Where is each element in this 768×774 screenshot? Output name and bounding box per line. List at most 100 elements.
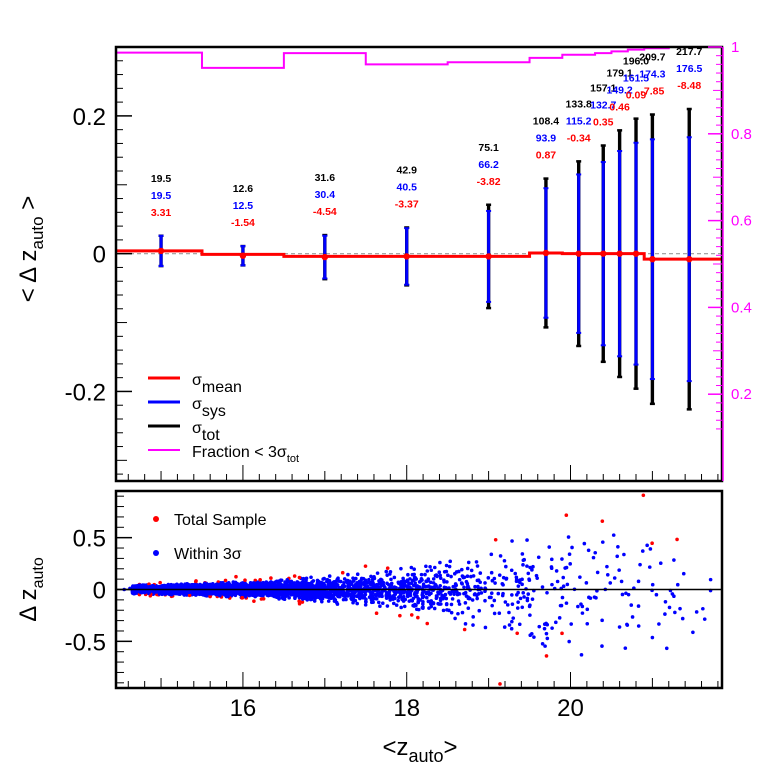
scatter-point-3505 (564, 565, 569, 570)
scatter-point-3437 (429, 568, 434, 573)
scatter-point-2696 (243, 594, 248, 599)
mean-point-9 (632, 250, 640, 257)
scatter-point-4409 (394, 603, 399, 607)
scatter-point-2929 (460, 610, 465, 615)
scatter-point-3846 (462, 627, 467, 632)
scatter-point-1021 (471, 623, 475, 627)
scatter-point-3635 (470, 598, 475, 602)
scatter-point-4603 (444, 563, 449, 568)
scatter-point-3981 (380, 601, 385, 605)
scatter-point-3747 (673, 610, 677, 615)
scatter-point-4218 (388, 585, 393, 590)
scatter-point-3187 (510, 602, 515, 606)
scatter-point-3471 (593, 550, 598, 555)
scatter-point-4006 (566, 535, 571, 539)
scatter-point-2782 (442, 578, 446, 582)
scatter-point-3995 (616, 544, 620, 549)
scatter-point-4039 (424, 590, 429, 595)
scatter-point-1387 (340, 570, 345, 575)
scatter-point-3922 (510, 539, 514, 543)
scatter-point-505 (550, 626, 554, 630)
label-mean-10: -7.85 (640, 86, 664, 98)
scatter-point-3013 (432, 606, 437, 611)
scatter-point-1163 (374, 597, 379, 601)
scatter-point-3196 (437, 570, 442, 575)
scatter-point-3549 (600, 644, 604, 648)
scatter-point-478 (425, 569, 430, 573)
scatter-point-3245 (467, 596, 472, 601)
mean-point-8 (616, 250, 623, 257)
scatter-point-4623 (187, 593, 192, 598)
label-mean-9: 0.09 (626, 90, 647, 102)
scatter-point-3946 (434, 596, 439, 601)
scatter-point-269 (389, 577, 393, 582)
scatter-point-4584 (564, 601, 569, 605)
scatter-point-4417 (465, 566, 470, 571)
label-mean-4: -3.82 (477, 176, 501, 188)
scatter-point-3450 (393, 592, 398, 597)
scatter-point-1790 (619, 579, 624, 584)
scatter-point-197 (385, 566, 390, 570)
scatter-point-4669 (535, 576, 539, 580)
scatter-point-1885 (561, 584, 566, 588)
scatter-point-3595 (371, 576, 375, 581)
scatter-point-2973 (582, 541, 587, 546)
scatter-point-723 (521, 563, 525, 567)
scatter-point-2621 (545, 636, 550, 641)
label-sys-7: 132.7 (590, 100, 616, 112)
scatter-point-3779 (360, 581, 364, 586)
scatter-point-3773 (463, 590, 468, 595)
scatter-point-2442 (234, 574, 238, 579)
scatter-point-734 (626, 592, 631, 597)
scatter-point-4457 (406, 580, 410, 584)
scatter-point-4658 (360, 589, 365, 594)
scatter-point-4252 (483, 589, 487, 594)
scatter-point-1746 (672, 558, 676, 562)
scatter-point-2270 (424, 564, 428, 569)
scatter-point-3489 (630, 615, 635, 619)
top-x-axis-ticks (127, 465, 719, 481)
scatter-point-4715 (420, 591, 425, 595)
scatter-point-2906 (402, 604, 407, 609)
scatter-point-3620 (393, 596, 397, 601)
scatter-point-3702 (300, 579, 305, 584)
scatter-point-3966 (588, 596, 593, 600)
legend-sub-0: mean (202, 379, 242, 396)
scatter-point-2208 (421, 582, 426, 586)
scatter-point-1842 (647, 565, 652, 569)
scatter-point-983 (158, 580, 162, 585)
scatter-point-2988 (224, 594, 229, 599)
scatter-point-2830 (501, 575, 506, 580)
scatter-point-3891 (504, 564, 508, 569)
scatter-point-2112 (617, 625, 622, 629)
scatter-point-3185 (592, 595, 597, 599)
fraction-tick-label-1: 0.8 (731, 126, 752, 143)
scatter-point-1288 (438, 560, 442, 565)
scatter-point-2710 (297, 575, 302, 580)
scatter-point-4298 (453, 584, 458, 588)
scatter-point-462 (654, 592, 659, 597)
scatter-point-3532 (459, 581, 464, 585)
scatter-point-436 (636, 579, 641, 584)
label-sys-11: 176.5 (676, 63, 702, 75)
scatter-point-2598 (641, 493, 646, 498)
scatter-point-1115 (578, 575, 582, 579)
scatter-point-4717 (244, 583, 249, 587)
scatter-point-1683 (623, 646, 628, 650)
scatter-point-674 (532, 635, 536, 639)
scatter-point-2789 (530, 597, 535, 601)
scatter-point-1659 (406, 572, 410, 577)
scatter-point-2630 (489, 591, 494, 596)
label-tot-4: 75.1 (478, 142, 499, 154)
scatter-point-2486 (545, 590, 549, 595)
scatter-point-4537 (258, 577, 262, 582)
scatter-point-1289 (543, 644, 547, 648)
scatter-point-4706 (516, 600, 520, 604)
scatter-point-2160 (336, 576, 340, 580)
scatter-point-1358 (469, 574, 473, 579)
fraction-line (116, 46, 722, 69)
scatter-point-103 (492, 598, 497, 603)
scatter-point-1272 (392, 575, 397, 580)
label-tot-10: 209.7 (639, 52, 665, 64)
mean-point-3 (403, 253, 410, 260)
